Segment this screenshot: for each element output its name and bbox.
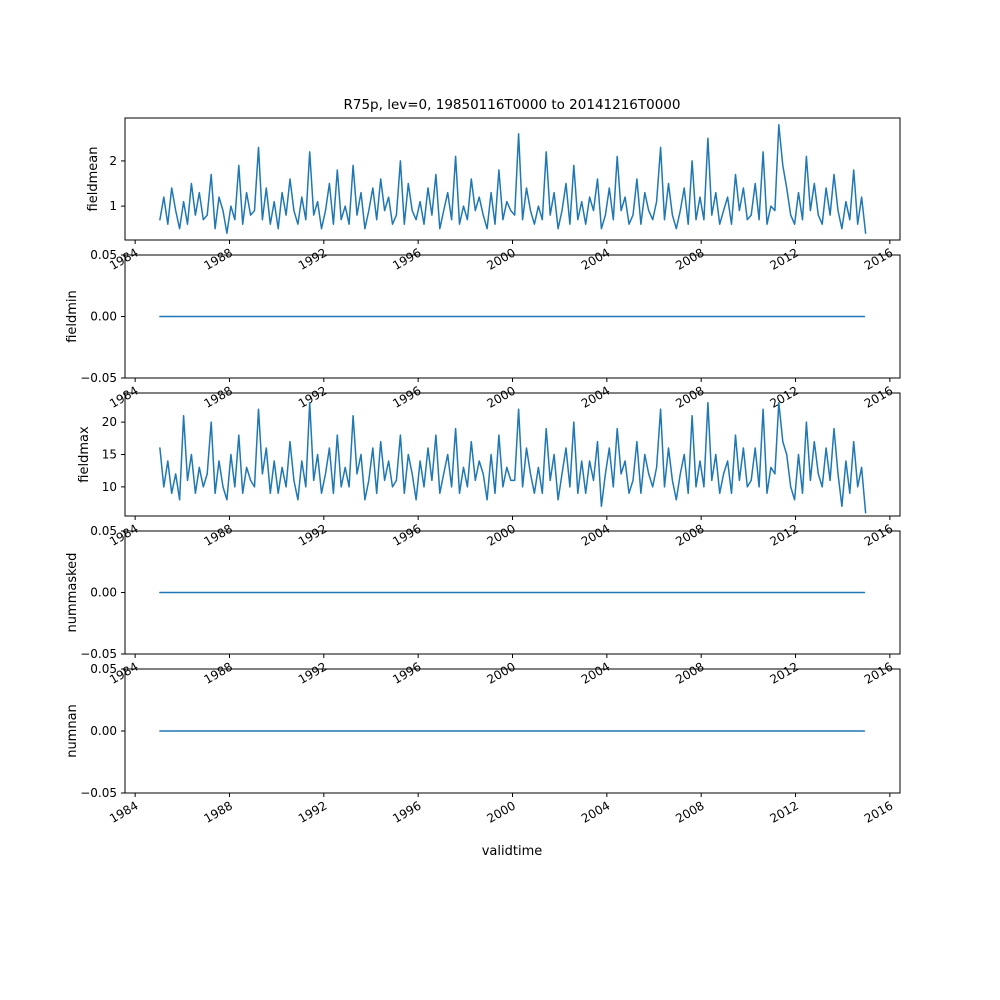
- y-tick-label: 2: [109, 154, 117, 168]
- x-tick-label: 2008: [673, 798, 706, 825]
- x-tick-label: 2000: [485, 521, 518, 548]
- x-tick-label: 2012: [768, 383, 801, 410]
- series-fieldmax: [159, 401, 867, 514]
- x-tick-label: 2004: [579, 521, 612, 548]
- x-tick-label: 1992: [296, 521, 329, 548]
- x-tick-label: 1996: [390, 659, 423, 686]
- x-tick-label: 1988: [202, 798, 235, 825]
- y-tick-label: −0.05: [80, 371, 117, 385]
- x-tick-label: 2000: [485, 245, 518, 272]
- y-axis-label-numnan: numnan: [65, 704, 80, 758]
- x-tick-label: 1996: [390, 798, 423, 825]
- axes-frame-fieldmax: [124, 392, 901, 517]
- x-tick-label: 2004: [579, 798, 612, 825]
- x-tick-label: 2016: [862, 659, 895, 686]
- chart-title: R75p, lev=0, 19850116T0000 to 20141216T0…: [343, 97, 680, 113]
- x-tick-label: 1988: [202, 383, 235, 410]
- y-axis-label-fieldmin: fieldmin: [65, 290, 80, 343]
- x-tick-label: 2004: [579, 383, 612, 410]
- y-tick-label: 0.05: [90, 524, 117, 538]
- x-tick-label: 1992: [296, 659, 329, 686]
- x-tick-label: 2016: [862, 521, 895, 548]
- series-fieldmean: [159, 124, 867, 234]
- x-tick-label: 2008: [673, 521, 706, 548]
- x-tick-label: 2000: [485, 383, 518, 410]
- y-tick-label: −0.05: [80, 786, 117, 800]
- y-tick-label: 20: [102, 415, 117, 429]
- y-axis-label-nummasked: nummasked: [65, 553, 80, 633]
- y-axis-label-fieldmax: fieldmax: [77, 426, 92, 483]
- x-tick-label: 1996: [390, 383, 423, 410]
- x-tick-label: 2004: [579, 245, 612, 272]
- x-tick-label: 2000: [485, 659, 518, 686]
- x-tick-label: 2016: [862, 383, 895, 410]
- x-tick-label: 2004: [579, 659, 612, 686]
- x-tick-label: 1992: [296, 245, 329, 272]
- x-axis-label: validtime: [482, 844, 543, 859]
- y-tick-label: 0.00: [90, 724, 117, 738]
- x-tick-label: 2012: [768, 521, 801, 548]
- y-tick-label: 15: [102, 448, 117, 462]
- x-tick-label: 2012: [768, 245, 801, 272]
- x-tick-label: 1996: [390, 245, 423, 272]
- x-tick-label: 2012: [768, 659, 801, 686]
- x-tick-label: 1984: [107, 798, 140, 825]
- y-tick-label: 0.00: [90, 310, 117, 324]
- x-tick-label: 1992: [296, 798, 329, 825]
- x-tick-label: 2012: [768, 798, 801, 825]
- x-tick-label: 2008: [673, 245, 706, 272]
- y-tick-label: 0.00: [90, 586, 117, 600]
- x-tick-label: 1984: [107, 383, 140, 410]
- y-tick-label: 0.05: [90, 662, 117, 676]
- axes-frame-fieldmean: [124, 117, 901, 241]
- x-tick-label: 2016: [862, 245, 895, 272]
- x-tick-label: 2000: [485, 798, 518, 825]
- x-tick-label: 1988: [202, 659, 235, 686]
- x-tick-label: 2008: [673, 659, 706, 686]
- y-axis-label-fieldmean: fieldmean: [86, 147, 101, 212]
- x-tick-label: 1988: [202, 521, 235, 548]
- x-tick-label: 2016: [862, 798, 895, 825]
- y-tick-label: 10: [102, 480, 117, 494]
- y-tick-label: −0.05: [80, 647, 117, 661]
- y-tick-label: 1: [109, 199, 117, 213]
- y-tick-label: 0.05: [90, 248, 117, 262]
- x-tick-label: 1996: [390, 521, 423, 548]
- x-tick-label: 2008: [673, 383, 706, 410]
- x-tick-label: 1992: [296, 383, 329, 410]
- x-tick-label: 1988: [202, 245, 235, 272]
